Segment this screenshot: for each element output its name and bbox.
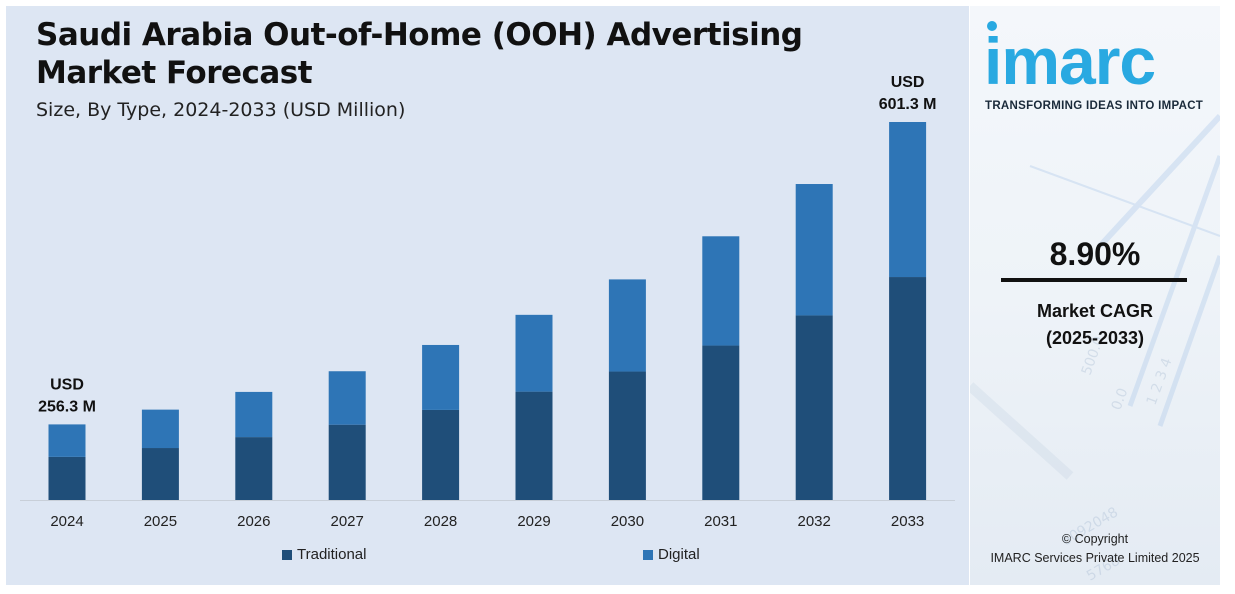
bar-chart: 2024 2025 2026 2027 2028 2029 2030 2031 2032 2033…: [20, 74, 955, 530]
legend-label-digital: Digital: [658, 546, 700, 563]
bar-digital-2026: [235, 391, 273, 438]
cagr-value: 8.90%: [1049, 236, 1141, 272]
bar-digital-2029: [515, 314, 553, 392]
legend-label-traditional: Traditional: [297, 546, 367, 563]
bar-digital-2028: [422, 344, 460, 410]
data-label-2033-line1: USD: [891, 74, 925, 91]
x-tick-label-2032: 2032: [798, 513, 831, 530]
x-tick-label-2026: 2026: [237, 513, 270, 530]
bar-traditional-2026: [235, 437, 273, 500]
x-tick-label-2031: 2031: [704, 513, 737, 530]
bar-digital-2031: [702, 236, 740, 346]
bar-digital-2030: [608, 279, 646, 372]
tagline: TRANSFORMING IDEAS INTO IMPACT: [985, 100, 1204, 112]
bar-digital-2024: [48, 424, 86, 457]
copyright: © Copyright IMARC Services Private Limit…: [970, 530, 1220, 568]
bar-traditional-2032: [795, 315, 833, 500]
bar-traditional-2031: [702, 345, 740, 500]
legend-swatch-traditional: [282, 549, 292, 560]
copyright-line2: IMARC Services Private Limited 2025: [990, 551, 1200, 565]
cagr-label: Market CAGR (2025-2033): [970, 298, 1220, 352]
data-label-2033-line2: 601.3 M: [879, 96, 937, 113]
x-tick-label-2024: 2024: [50, 513, 83, 530]
bar-digital-2032: [795, 184, 833, 316]
svg-text:0.0: 0.0: [1109, 386, 1132, 412]
x-tick-label-2030: 2030: [611, 513, 644, 530]
x-tick-label-2029: 2029: [517, 513, 550, 530]
x-tick-label-2027: 2027: [331, 513, 364, 530]
data-label-2024-line1: USD: [50, 376, 84, 393]
data-label-2024-line2: 256.3 M: [38, 398, 96, 415]
cagr-divider: [1001, 278, 1187, 282]
legend-item-traditional: Traditional: [282, 546, 366, 563]
chart-title-line1: Saudi Arabia Out-of-Home (OOH) Advertisi…: [36, 17, 803, 53]
bar-traditional-2025: [141, 448, 179, 500]
bar-digital-2027: [328, 371, 366, 425]
bar-traditional-2027: [328, 424, 366, 500]
chart-title: Saudi Arabia Out-of-Home (OOH) Advertisi…: [36, 16, 836, 92]
copyright-line1: © Copyright: [1061, 532, 1129, 546]
bar-traditional-2024: [48, 456, 86, 500]
cagr-label-line1: Market CAGR: [1036, 301, 1154, 321]
logo-text: imarc: [984, 24, 1155, 92]
bar-traditional-2030: [608, 371, 646, 500]
x-tick-label-2033: 2033: [891, 513, 924, 530]
bar-traditional-2033: [889, 277, 927, 500]
chart-title-line2: Market Forecast: [36, 55, 313, 91]
imarc-logo: imarc: [984, 21, 1156, 92]
bar-traditional-2029: [515, 391, 553, 500]
side-panel: 0.0 1 2 3 4 500.0 6092048 5768 imarc TRA…: [970, 6, 1220, 585]
x-tick-label-2025: 2025: [144, 513, 177, 530]
bar-digital-2025: [141, 409, 179, 449]
chart-subtitle: Size, By Type, 2024-2033 (USD Million): [36, 99, 406, 121]
bar-traditional-2028: [422, 409, 460, 500]
legend-swatch-digital: [643, 549, 653, 560]
cagr-label-line2: (2025-2033): [1045, 328, 1145, 348]
legend-item-digital: Digital: [643, 546, 700, 563]
decorative-background-graphic: 0.0 1 2 3 4 500.0 6092048 5768: [970, 113, 1220, 584]
x-tick-label-2028: 2028: [424, 513, 457, 530]
bar-digital-2033: [889, 122, 927, 278]
